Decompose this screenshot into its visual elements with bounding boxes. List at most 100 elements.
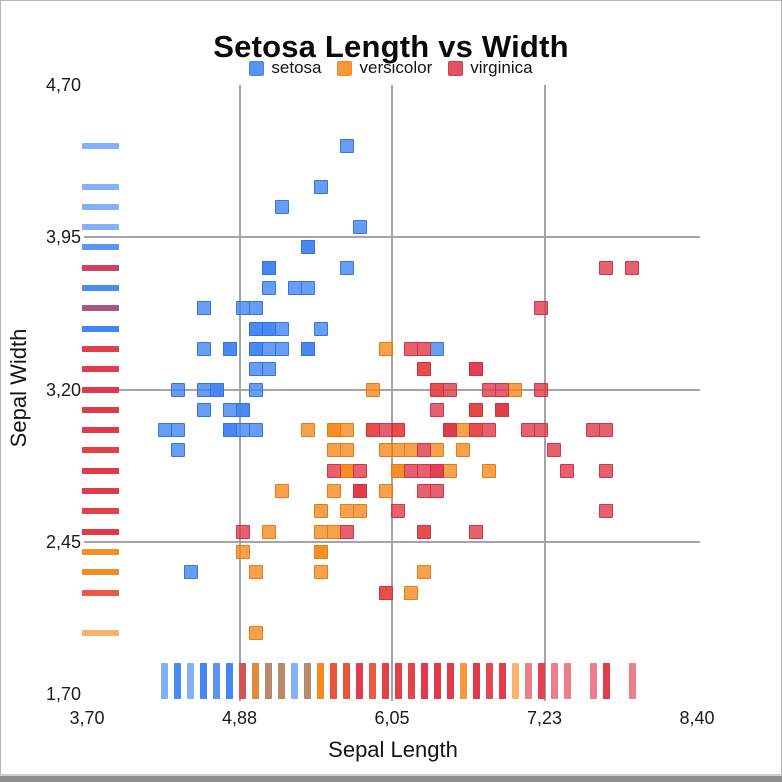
data-point-versicolor[interactable]: [404, 585, 419, 600]
data-point-virginica[interactable]: [625, 260, 640, 275]
data-point-setosa[interactable]: [248, 423, 263, 438]
data-point-versicolor[interactable]: [391, 443, 406, 458]
data-point-versicolor[interactable]: [248, 626, 263, 641]
data-point-versicolor[interactable]: [430, 443, 445, 458]
data-point-virginica[interactable]: [378, 423, 393, 438]
data-point-versicolor[interactable]: [508, 382, 523, 397]
data-point-virginica[interactable]: [417, 341, 432, 356]
data-point-virginica[interactable]: [469, 402, 484, 417]
data-point-setosa[interactable]: [248, 301, 263, 316]
data-point-versicolor[interactable]: [313, 544, 328, 559]
data-point-setosa[interactable]: [222, 402, 237, 417]
data-point-versicolor[interactable]: [326, 423, 341, 438]
data-point-setosa[interactable]: [235, 301, 250, 316]
data-point-virginica[interactable]: [417, 484, 432, 498]
data-point-setosa[interactable]: [287, 281, 302, 295]
data-point-virginica[interactable]: [430, 463, 445, 478]
data-point-virginica[interactable]: [404, 463, 419, 478]
data-point-setosa[interactable]: [261, 260, 276, 275]
data-point-virginica[interactable]: [495, 402, 510, 417]
data-point-virginica[interactable]: [482, 382, 497, 397]
data-point-setosa[interactable]: [261, 362, 276, 377]
data-point-virginica[interactable]: [365, 423, 380, 438]
data-point-setosa[interactable]: [196, 402, 211, 417]
data-point-virginica[interactable]: [534, 423, 549, 438]
data-point-setosa[interactable]: [300, 281, 315, 295]
data-point-setosa[interactable]: [313, 179, 328, 194]
data-point-setosa[interactable]: [248, 362, 263, 377]
data-point-versicolor[interactable]: [404, 443, 419, 458]
data-point-setosa[interactable]: [170, 382, 185, 397]
data-point-setosa[interactable]: [196, 382, 211, 397]
data-point-versicolor[interactable]: [456, 423, 471, 438]
data-point-virginica[interactable]: [534, 301, 549, 316]
data-point-versicolor[interactable]: [248, 565, 263, 580]
data-point-versicolor[interactable]: [261, 524, 276, 539]
data-point-virginica[interactable]: [534, 382, 549, 397]
data-point-versicolor[interactable]: [235, 544, 250, 559]
data-point-setosa[interactable]: [274, 341, 289, 356]
data-point-virginica[interactable]: [417, 463, 432, 478]
legend-item-setosa[interactable]: setosa: [249, 58, 321, 78]
data-point-virginica[interactable]: [430, 402, 445, 417]
data-point-setosa[interactable]: [209, 382, 224, 397]
data-point-versicolor[interactable]: [313, 565, 328, 580]
data-point-virginica[interactable]: [417, 443, 432, 458]
data-point-virginica[interactable]: [521, 423, 536, 438]
data-point-virginica[interactable]: [443, 423, 458, 438]
data-point-setosa[interactable]: [235, 423, 250, 438]
data-point-versicolor[interactable]: [300, 423, 315, 438]
data-point-versicolor[interactable]: [339, 463, 354, 478]
data-point-versicolor[interactable]: [443, 463, 458, 478]
data-point-virginica[interactable]: [391, 423, 406, 438]
data-point-setosa[interactable]: [183, 565, 198, 580]
data-point-setosa[interactable]: [261, 321, 276, 336]
data-point-versicolor[interactable]: [326, 443, 341, 458]
data-point-versicolor[interactable]: [339, 423, 354, 438]
legend-item-virginica[interactable]: virginica: [448, 58, 533, 78]
data-point-setosa[interactable]: [248, 382, 263, 397]
data-point-setosa[interactable]: [339, 260, 354, 275]
data-point-virginica[interactable]: [443, 382, 458, 397]
data-point-virginica[interactable]: [469, 524, 484, 539]
data-point-setosa[interactable]: [222, 341, 237, 356]
data-point-versicolor[interactable]: [274, 484, 289, 498]
data-point-virginica[interactable]: [547, 443, 562, 458]
data-point-setosa[interactable]: [274, 199, 289, 214]
data-point-setosa[interactable]: [300, 240, 315, 255]
data-point-setosa[interactable]: [313, 321, 328, 336]
data-point-setosa[interactable]: [261, 281, 276, 295]
data-point-setosa[interactable]: [274, 321, 289, 336]
data-point-virginica[interactable]: [599, 504, 614, 519]
data-point-setosa[interactable]: [196, 301, 211, 316]
data-point-versicolor[interactable]: [326, 524, 341, 539]
data-point-virginica[interactable]: [586, 423, 601, 438]
data-point-setosa[interactable]: [170, 443, 185, 458]
data-point-versicolor[interactable]: [313, 504, 328, 519]
data-point-virginica[interactable]: [235, 524, 250, 539]
data-point-virginica[interactable]: [417, 524, 432, 539]
data-point-setosa[interactable]: [248, 341, 263, 356]
data-point-versicolor[interactable]: [339, 443, 354, 458]
data-point-setosa[interactable]: [196, 341, 211, 356]
data-point-virginica[interactable]: [430, 382, 445, 397]
data-point-versicolor[interactable]: [417, 565, 432, 580]
data-point-virginica[interactable]: [352, 463, 367, 478]
data-point-versicolor[interactable]: [352, 504, 367, 519]
data-point-setosa[interactable]: [430, 341, 445, 356]
data-point-setosa[interactable]: [157, 423, 172, 438]
data-point-setosa[interactable]: [339, 138, 354, 153]
data-point-setosa[interactable]: [248, 321, 263, 336]
data-point-versicolor[interactable]: [482, 463, 497, 478]
data-point-versicolor[interactable]: [313, 524, 328, 539]
data-point-versicolor[interactable]: [339, 504, 354, 519]
data-point-versicolor[interactable]: [378, 443, 393, 458]
data-point-virginica[interactable]: [495, 382, 510, 397]
data-point-virginica[interactable]: [339, 524, 354, 539]
data-point-virginica[interactable]: [326, 463, 341, 478]
data-point-versicolor[interactable]: [365, 382, 380, 397]
legend-item-versicolor[interactable]: versicolor: [337, 58, 432, 78]
data-point-virginica[interactable]: [482, 423, 497, 438]
data-point-versicolor[interactable]: [378, 341, 393, 356]
data-point-setosa[interactable]: [300, 341, 315, 356]
